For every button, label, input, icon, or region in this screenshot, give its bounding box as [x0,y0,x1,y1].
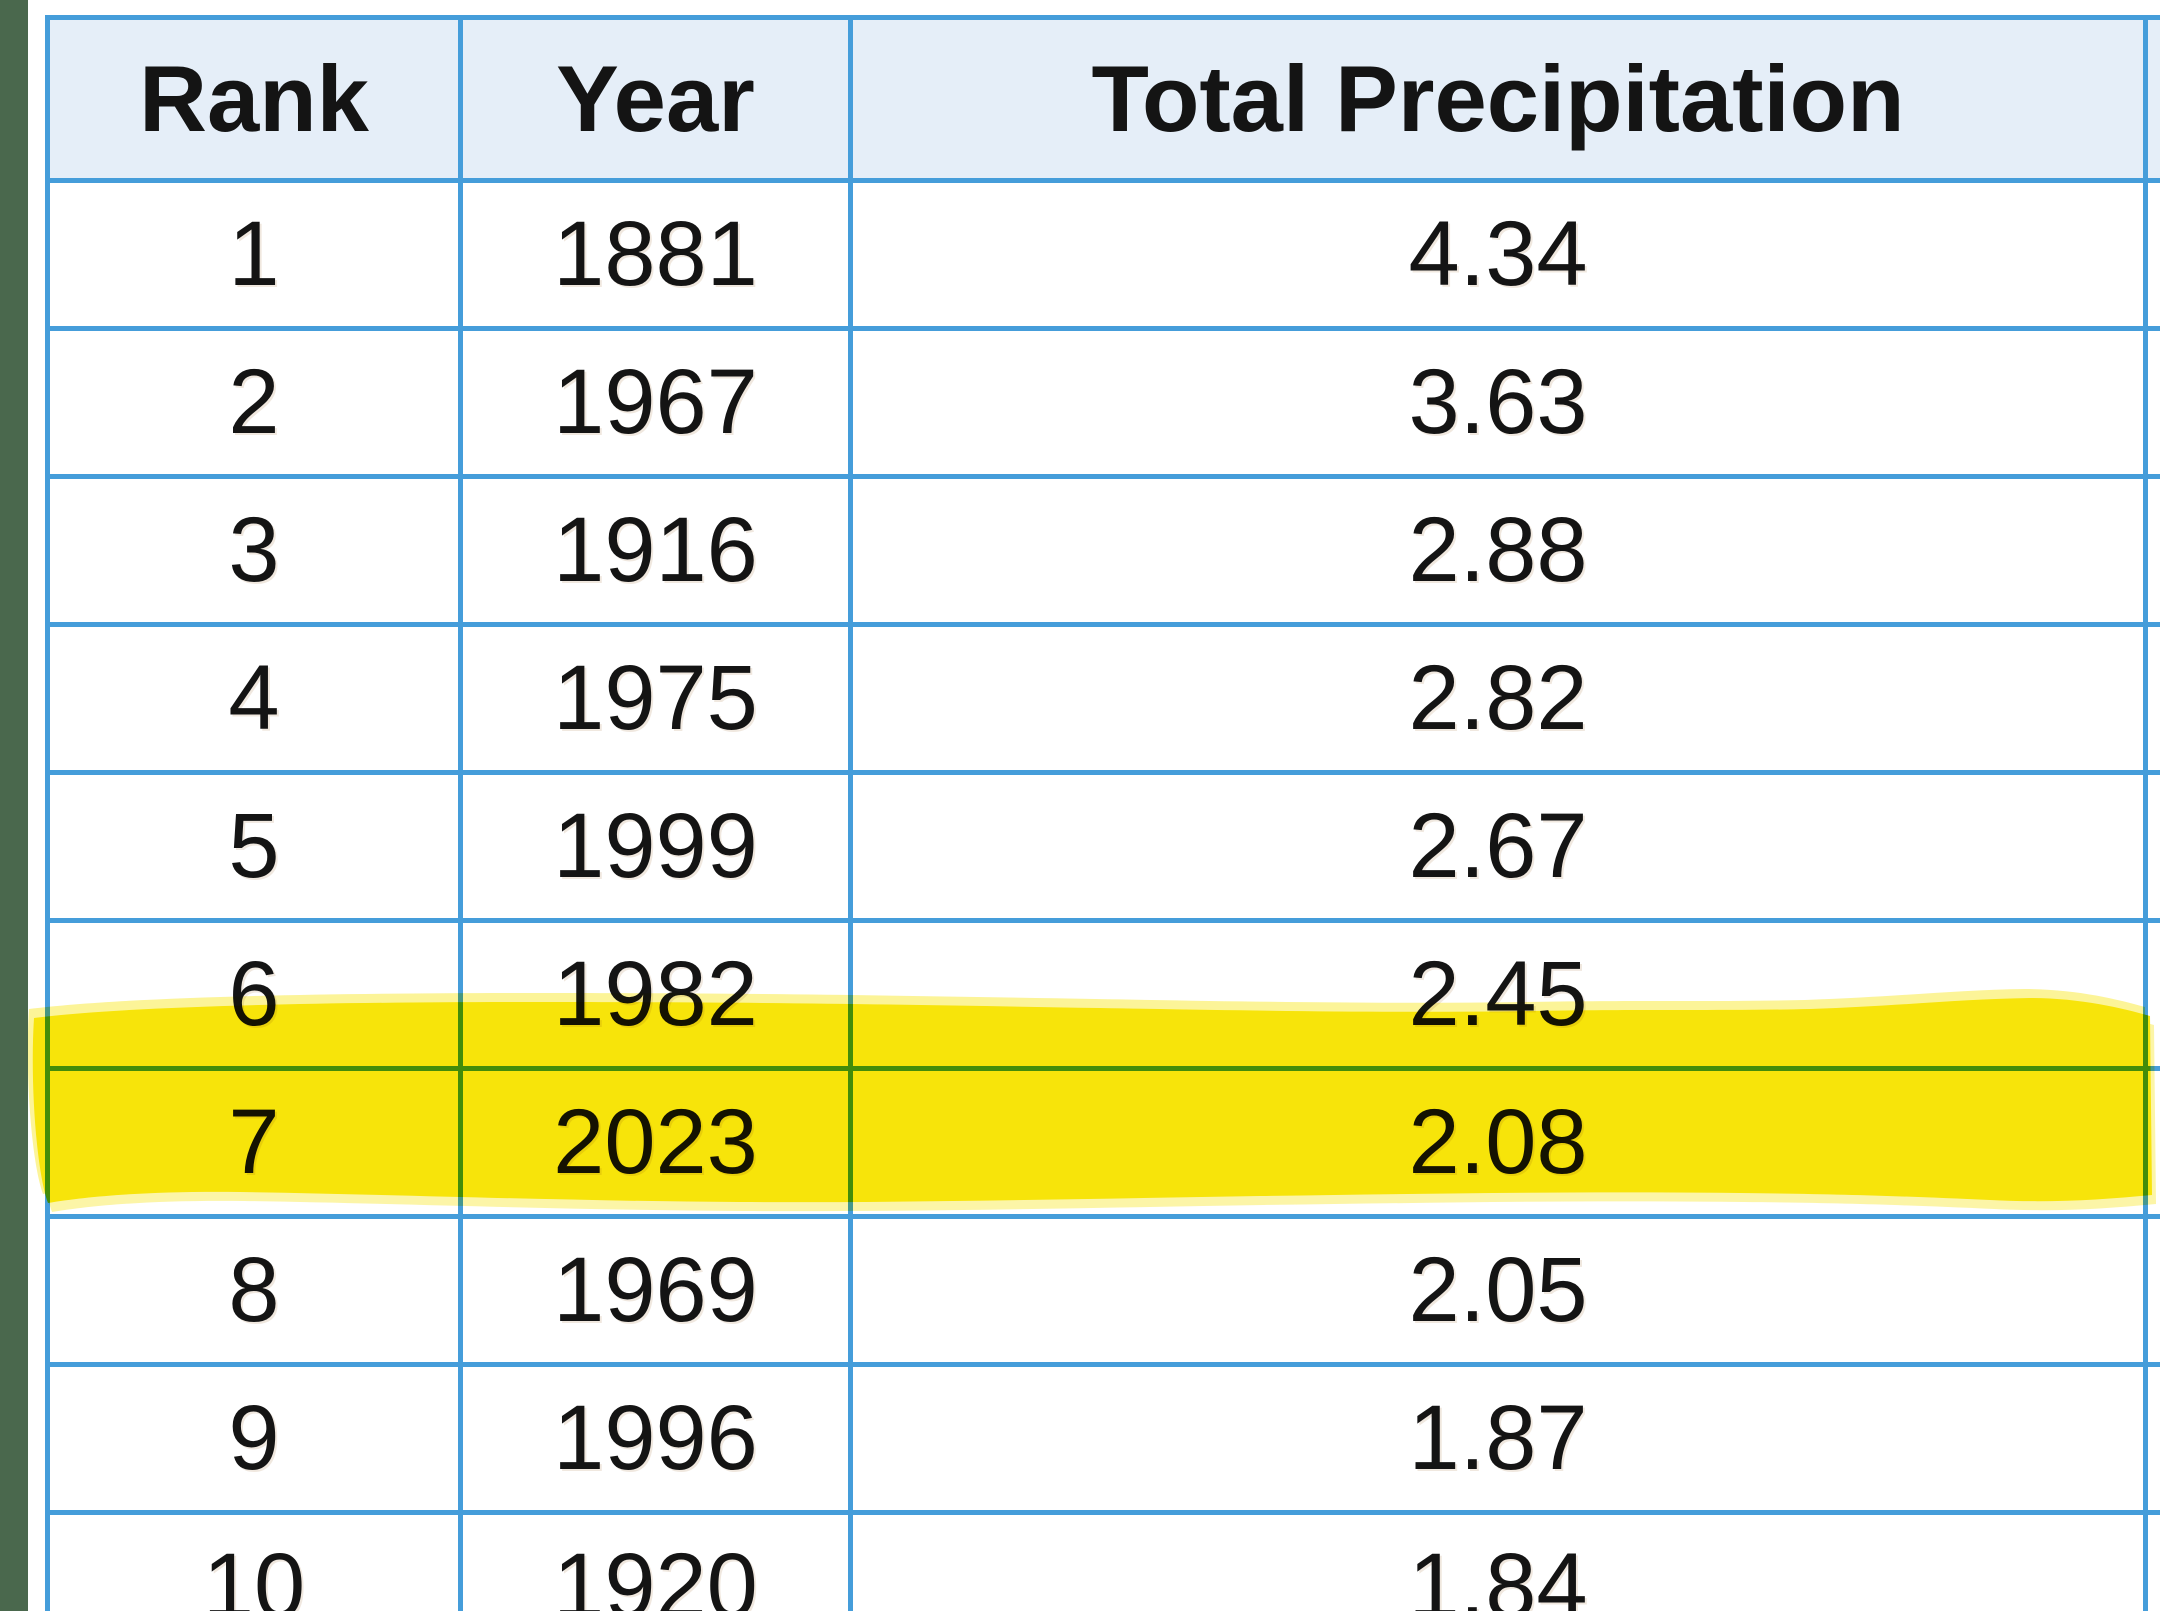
table-row: 2 1967 3.63 [45,326,2160,479]
rank-cell: 1 [45,178,463,331]
table-row: 9 1996 1.87 [45,1362,2160,1515]
year-cell: 1996 [458,1362,853,1515]
clipped-cell [2143,770,2160,923]
clipped-cell [2143,474,2160,627]
rank-cell: 3 [45,474,463,627]
year-cell: 1920 [458,1510,853,1611]
clipped-cell [2143,918,2160,1071]
window-edge-strip [0,0,28,1611]
year-cell: 1967 [458,326,853,479]
table-row: 4 1975 2.82 [45,622,2160,775]
table-row: 1 1881 4.34 [45,178,2160,331]
year-cell: 1975 [458,622,853,775]
table-row: 10 1920 1.84 [45,1510,2160,1611]
precip-cell: 2.08 [848,1066,2148,1219]
year-cell: 1916 [458,474,853,627]
column-header-year: Year [458,15,853,183]
precip-cell: 2.82 [848,622,2148,775]
header-row: Rank Year Total Precipitation [45,15,2160,183]
clipped-cell [2143,178,2160,331]
clipped-cell [2143,326,2160,479]
table-body: 1 1881 4.34 2 1967 3.63 3 1916 2.88 4 19… [45,178,2160,1611]
year-cell: 1982 [458,918,853,1071]
precip-cell: 2.67 [848,770,2148,923]
precip-cell: 4.34 [848,178,2148,331]
table-header: Rank Year Total Precipitation [45,15,2160,183]
column-header-rank: Rank [45,15,463,183]
year-cell: 1999 [458,770,853,923]
rank-cell: 8 [45,1214,463,1367]
table-row: 8 1969 2.05 [45,1214,2160,1367]
rank-cell: 4 [45,622,463,775]
precip-cell: 3.63 [848,326,2148,479]
rank-cell: 6 [45,918,463,1071]
clipped-cell [2143,1510,2160,1611]
table-row: 5 1999 2.67 [45,770,2160,923]
rank-cell: 9 [45,1362,463,1515]
year-cell: 1881 [458,178,853,331]
precip-cell: 2.88 [848,474,2148,627]
year-cell: 2023 [458,1066,853,1219]
clipped-cell [2143,1066,2160,1219]
clipped-cell [2143,622,2160,775]
column-header-clipped [2143,15,2160,183]
year-cell: 1969 [458,1214,853,1367]
clipped-cell [2143,1362,2160,1515]
table-row: 6 1982 2.45 [45,918,2160,1071]
column-header-total-precipitation: Total Precipitation [848,15,2148,183]
clipped-cell [2143,1214,2160,1367]
table-row: 3 1916 2.88 [45,474,2160,627]
rank-cell: 2 [45,326,463,479]
precip-cell: 1.84 [848,1510,2148,1611]
rank-cell: 7 [45,1066,463,1219]
table-row: 7 2023 2.08 [45,1066,2160,1219]
precip-cell: 2.45 [848,918,2148,1071]
precipitation-rank-table: Rank Year Total Precipitation 1 1881 4.3… [45,15,2160,1611]
precip-cell: 1.87 [848,1362,2148,1515]
rank-cell: 10 [45,1510,463,1611]
rank-cell: 5 [45,770,463,923]
precip-cell: 2.05 [848,1214,2148,1367]
